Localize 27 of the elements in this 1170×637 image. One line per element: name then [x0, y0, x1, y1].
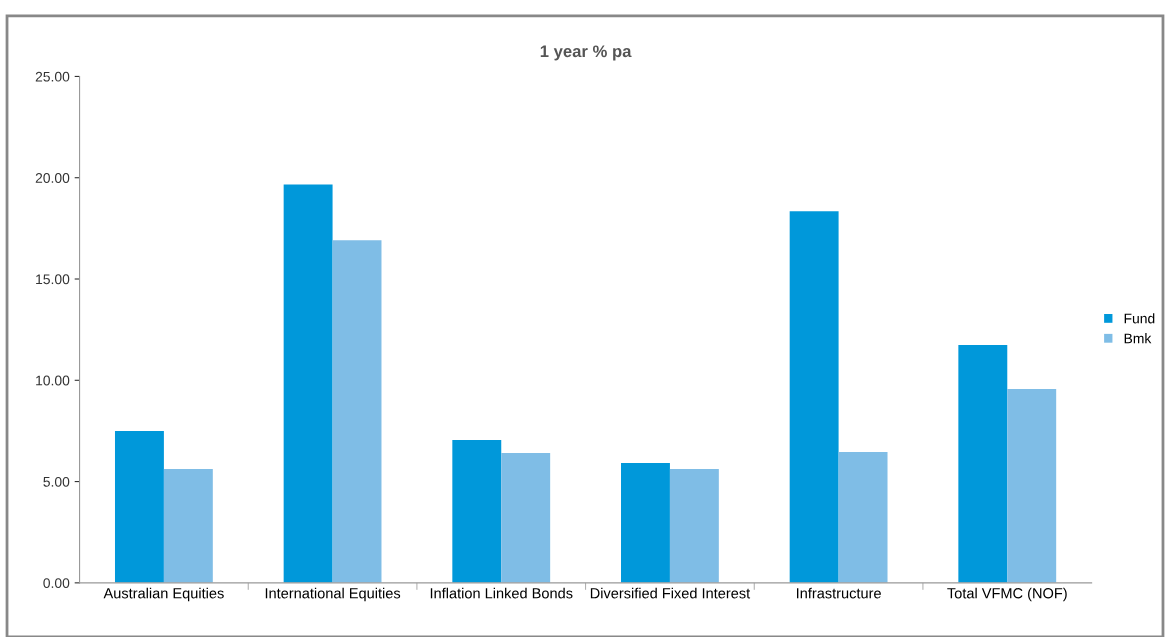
bar	[1007, 389, 1057, 583]
y-tick-label: 10.00	[36, 375, 70, 386]
y-tick-label: 0.00	[43, 578, 70, 589]
x-tick-label: Australian Equities	[103, 587, 224, 602]
x-tick-label: International Equities	[265, 587, 401, 602]
x-tick-label: Diversified Fixed Interest	[590, 587, 751, 599]
bar	[621, 462, 670, 583]
legend-label: Fund	[1124, 313, 1155, 324]
y-tick-label: 25.00	[35, 71, 70, 82]
x-tick-label: Total VFMC (NOF)	[947, 587, 1067, 602]
x-tick-label: Infrastructure	[796, 587, 881, 599]
bar	[789, 211, 839, 583]
bar	[283, 184, 333, 583]
bar	[452, 440, 502, 583]
x-tick-label: Inflation Linked Bonds	[430, 587, 573, 599]
y-tick-label: 20.00	[35, 173, 70, 183]
bar	[114, 430, 164, 583]
y-tick-label: 5.00	[43, 476, 70, 487]
bar	[332, 240, 382, 583]
bar	[838, 452, 888, 583]
bar	[163, 469, 213, 583]
chart-title: 1 year % pa	[540, 45, 632, 61]
bar	[501, 453, 551, 583]
legend-label: Bmk	[1124, 333, 1152, 344]
y-tick-label: 15.00	[36, 274, 70, 285]
bar	[669, 469, 719, 583]
bar	[958, 345, 1008, 583]
